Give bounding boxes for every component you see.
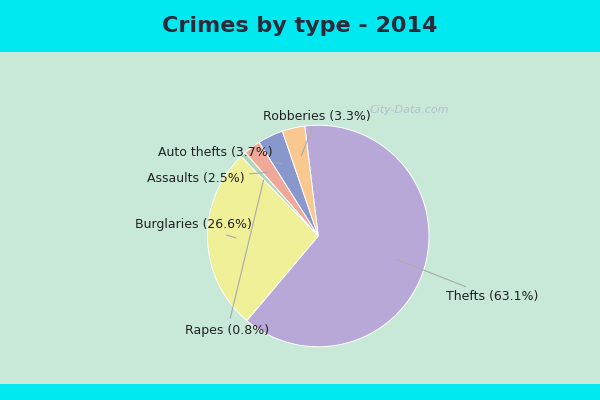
Text: Auto thefts (3.7%): Auto thefts (3.7%) bbox=[158, 146, 281, 164]
Wedge shape bbox=[283, 126, 318, 236]
Text: Rapes (0.8%): Rapes (0.8%) bbox=[185, 180, 269, 337]
Text: Robberies (3.3%): Robberies (3.3%) bbox=[263, 110, 371, 156]
Text: City-Data.com: City-Data.com bbox=[370, 105, 449, 115]
Wedge shape bbox=[241, 153, 318, 236]
Text: Thefts (63.1%): Thefts (63.1%) bbox=[397, 260, 538, 304]
Wedge shape bbox=[259, 131, 318, 236]
Text: Burglaries (26.6%): Burglaries (26.6%) bbox=[136, 218, 253, 238]
Text: Assaults (2.5%): Assaults (2.5%) bbox=[146, 172, 268, 185]
Wedge shape bbox=[245, 142, 318, 236]
Text: Crimes by type - 2014: Crimes by type - 2014 bbox=[163, 16, 437, 36]
Wedge shape bbox=[247, 125, 429, 347]
Wedge shape bbox=[208, 156, 318, 321]
